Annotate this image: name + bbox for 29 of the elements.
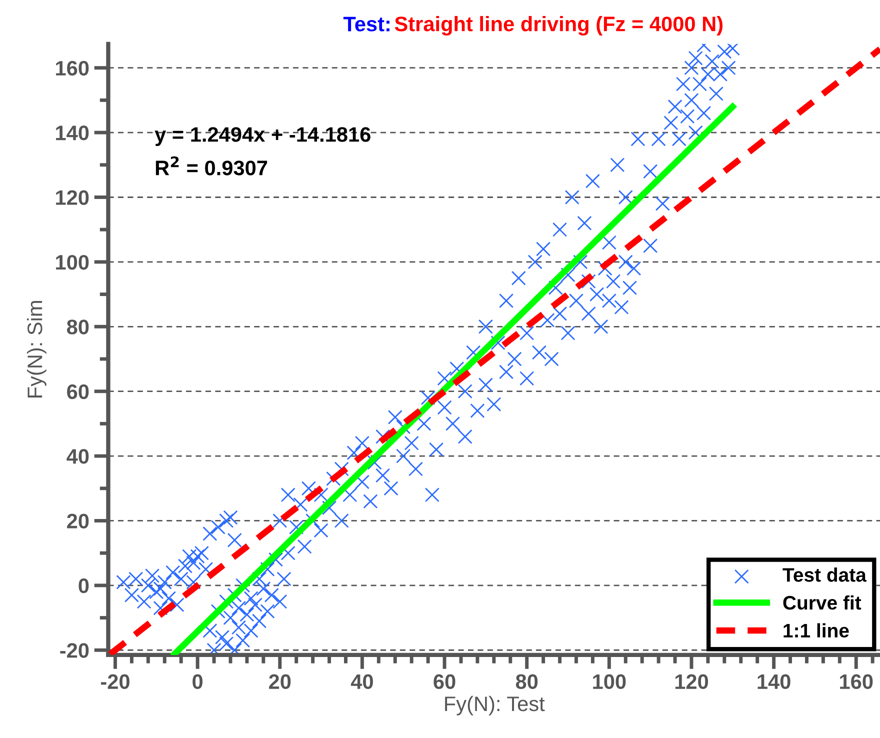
x-tick-label: 160 — [840, 674, 873, 690]
y-tick-label: 100 — [56, 254, 89, 270]
legend-label: 1:1 line — [784, 623, 849, 638]
x-tick-label: 0 — [192, 674, 202, 690]
y-tick-label: 160 — [56, 60, 89, 76]
legend-label: Curve fit — [783, 595, 862, 610]
x-tick-label: 40 — [350, 674, 373, 690]
x-tick-label: 140 — [758, 674, 790, 690]
annotation: y = 1.2494x + -14.1816 — [154, 127, 370, 146]
chart-subtitle: Straight line driving (Fz = 4000 N) — [394, 16, 723, 36]
x-axis-title: Fy(N): Test — [445, 696, 545, 716]
y-tick-label: 20 — [67, 514, 89, 528]
x-tick-label: 20 — [269, 674, 291, 690]
annotation: R$^{2}$ = 0.9307 — [156, 156, 268, 176]
y-tick-label: 80 — [66, 320, 89, 334]
y-tick-label: 0 — [78, 578, 89, 594]
y-tick-label: 60 — [67, 384, 89, 400]
x-tick-label: 60 — [434, 674, 456, 690]
x-tick-label: -20 — [100, 674, 130, 690]
legend-label: Test data — [782, 568, 867, 582]
y-tick-label: -20 — [60, 643, 89, 658]
chart-title: Test: — [343, 16, 390, 32]
y-tick-label: 140 — [56, 126, 89, 140]
y-axis-title: Fy(N): Sim — [26, 301, 46, 398]
x-tick-label: 100 — [593, 674, 626, 690]
x-tick-label: 120 — [675, 674, 708, 690]
y-tick-label: 40 — [66, 449, 89, 464]
x-tick-label: 80 — [516, 674, 538, 690]
y-tick-label: 120 — [56, 190, 89, 205]
